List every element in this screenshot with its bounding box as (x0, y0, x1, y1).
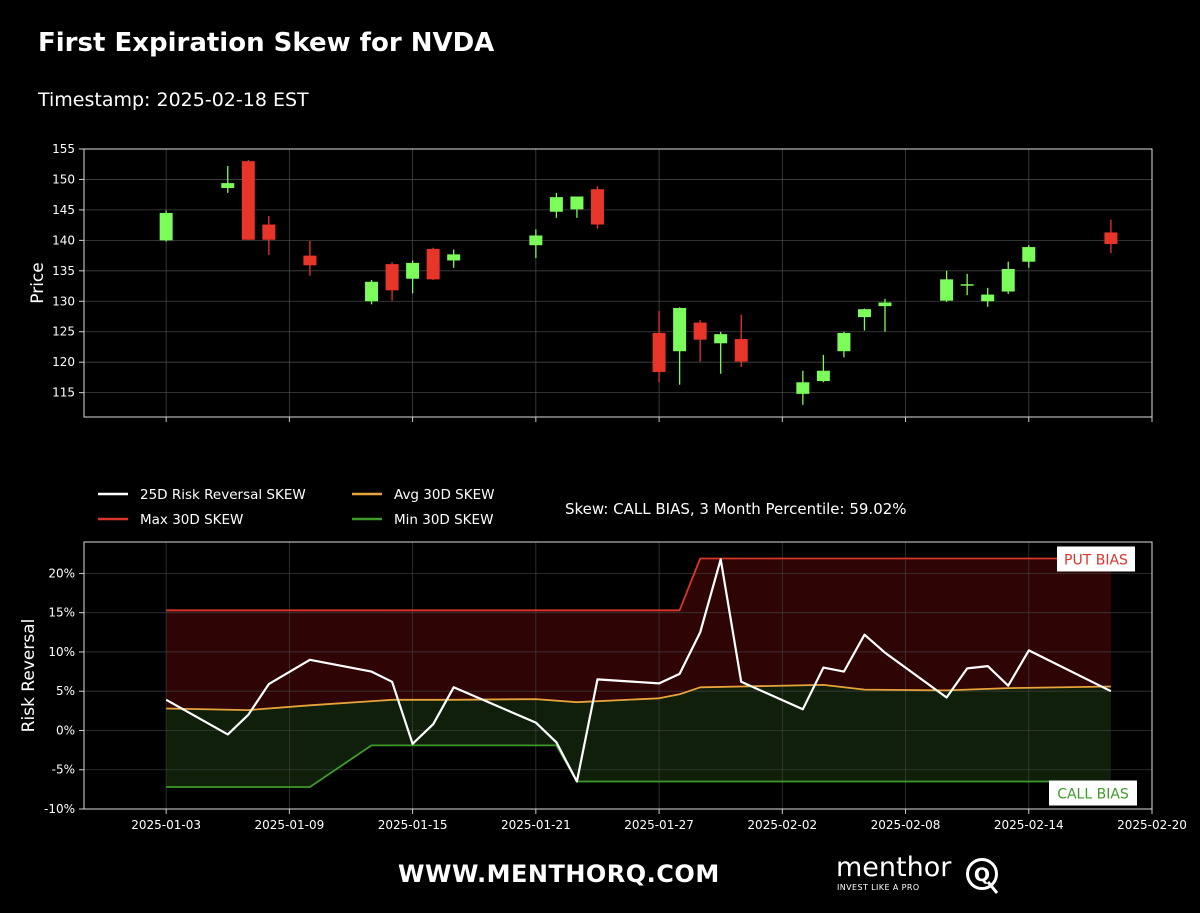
rr-x-tick-label: 2025-01-21 (501, 818, 571, 832)
candle-body (426, 248, 440, 280)
put-bias-band (166, 558, 1111, 711)
risk-reversal-skew-line (165, 558, 1112, 783)
max-30d-skew-line (166, 557, 1111, 612)
candle-body (878, 302, 892, 307)
rr-y-tick-label: 5% (56, 684, 75, 698)
price-y-tick-label: 155 (52, 142, 75, 156)
candle-body (1001, 268, 1015, 292)
put-bias-label-text: PUT BIAS (1064, 552, 1128, 568)
rr-y-tick-label: 20% (48, 566, 75, 580)
candle-body (385, 264, 399, 291)
candle-body (816, 370, 830, 382)
rr-legend: 25D Risk Reversal SKEW Max 30D SKEW Avg 30… (98, 487, 494, 528)
candle-body (549, 197, 563, 212)
rr-x-tick-label: 2025-02-08 (871, 818, 941, 832)
logo-q-letter: Q (974, 864, 990, 886)
candle-body (303, 255, 317, 266)
call-bias-label-text: CALL BIAS (1057, 787, 1129, 803)
footer-url: WWW.MENTHORQ.COM (398, 860, 720, 888)
chart-title: First Expiration Skew for NVDA (38, 28, 495, 58)
rr-x-tick-label: 2025-02-02 (747, 818, 817, 832)
candle-body (1104, 232, 1118, 245)
candle-body (981, 294, 995, 302)
candle-body (529, 235, 543, 246)
candle-body (590, 189, 604, 225)
candle-body (447, 254, 461, 261)
candle-body (693, 322, 707, 340)
legend-label: Min 30D SKEW (394, 512, 493, 528)
put-bias-label-box (1057, 546, 1135, 572)
candle-body (796, 382, 810, 394)
rr-y-tick-label: -10% (44, 802, 75, 816)
candle-body (857, 309, 871, 318)
price-panel: 115 120 125 130 135 140 145 150 155 Price (28, 142, 1153, 422)
rr-x-tick-label: 2025-02-20 (1117, 818, 1187, 832)
rr-y-tick-label: 0% (56, 723, 75, 737)
candle-body (262, 224, 276, 240)
candle-body (940, 279, 954, 301)
rr-y-tick-label: 15% (48, 606, 75, 620)
candle-body (406, 262, 420, 279)
price-plot-frame (83, 148, 1153, 418)
rr-x-tick-label: 2025-01-03 (131, 818, 201, 832)
price-y-axis-label: Price (28, 262, 48, 303)
candle-body (673, 307, 687, 352)
candle-body (960, 284, 974, 286)
rr-x-tick-label: 2025-02-14 (994, 818, 1064, 832)
logo-q-icon: Q (966, 858, 999, 894)
call-bias-label: CALL BIAS (1049, 780, 1137, 806)
rr-y-tick-label: 10% (48, 645, 75, 659)
price-y-tick-label: 120 (52, 355, 75, 369)
skew-percentile-annotation: Skew: CALL BIAS, 3 Month Percentile: 59.… (565, 500, 907, 518)
rr-x-tick-label: 2025-01-15 (378, 818, 448, 832)
candle-body (1022, 247, 1036, 262)
rr-plot-frame (83, 541, 1153, 810)
candle-body (159, 212, 173, 241)
avg-30d-skew-line (166, 684, 1111, 711)
candle-body (570, 196, 584, 210)
call-bias-label-box (1049, 780, 1137, 806)
timestamp-subtitle: Timestamp: 2025-02-18 EST (38, 89, 309, 111)
put-bias-label: PUT BIAS (1057, 546, 1135, 572)
rr-x-tick-label: 2025-01-27 (624, 818, 694, 832)
legend-label: Max 30D SKEW (140, 512, 243, 528)
price-y-tick-label: 135 (52, 264, 75, 278)
rr-y-tick-label: -5% (52, 763, 75, 777)
risk-reversal-panel: -10% -5% 0% 5% 10% 15% 20% 2025-01-03 2025-01-09… (19, 487, 1187, 832)
min-30d-skew-line (166, 744, 1111, 788)
candle-body (714, 334, 728, 344)
price-y-tick-label: 125 (52, 325, 75, 339)
rr-x-tick-label: 2025-01-09 (255, 818, 325, 832)
logo-tagline: INVEST LIKE A PRO (837, 883, 920, 892)
legend-label: Avg 30D SKEW (394, 487, 494, 503)
candle-body (734, 339, 748, 362)
price-y-tick-label: 115 (52, 386, 75, 400)
candle-body (365, 281, 379, 302)
legend-label: 25D Risk Reversal SKEW (140, 487, 306, 503)
price-y-tick-label: 145 (52, 203, 75, 217)
rr-y-axis-label: Risk Reversal (19, 619, 39, 733)
price-y-tick-label: 140 (52, 233, 75, 247)
candle-body (221, 183, 235, 188)
candle-body (652, 332, 666, 372)
candle-body (837, 332, 851, 352)
logo-wordmark: menthor (836, 852, 952, 883)
menthorq-logo: menthor INVEST LIKE A PRO Q (836, 852, 1006, 896)
price-y-tick-label: 150 (52, 172, 75, 186)
candle-body (241, 161, 255, 240)
price-y-tick-label: 130 (52, 294, 75, 308)
